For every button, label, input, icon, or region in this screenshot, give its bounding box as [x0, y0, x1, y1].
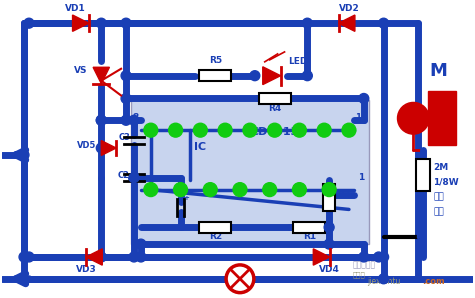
Circle shape [24, 252, 34, 262]
Polygon shape [86, 249, 102, 265]
Circle shape [173, 183, 188, 197]
Circle shape [359, 252, 369, 262]
Circle shape [322, 183, 336, 197]
Text: +: + [183, 195, 190, 201]
Circle shape [121, 94, 131, 103]
Bar [428, 91, 456, 145]
Circle shape [317, 123, 331, 137]
Circle shape [293, 123, 306, 137]
Circle shape [129, 252, 139, 262]
Polygon shape [93, 67, 109, 84]
Circle shape [144, 123, 158, 137]
Circle shape [243, 123, 257, 137]
Text: VD2: VD2 [339, 4, 359, 13]
Circle shape [129, 115, 139, 125]
Text: R2: R2 [209, 232, 222, 241]
Circle shape [129, 173, 139, 183]
Circle shape [359, 94, 369, 103]
Circle shape [96, 115, 106, 125]
Polygon shape [73, 15, 89, 31]
Text: C2: C2 [118, 171, 130, 180]
Circle shape [379, 18, 389, 28]
Circle shape [342, 123, 356, 137]
Circle shape [324, 239, 334, 249]
Circle shape [379, 252, 389, 262]
Circle shape [136, 239, 146, 249]
Text: .com: .com [422, 277, 445, 286]
Text: 用子发烧友: 用子发烧友 [352, 260, 375, 269]
Circle shape [324, 222, 334, 232]
Circle shape [233, 183, 247, 197]
Text: VD1: VD1 [65, 4, 86, 13]
Circle shape [19, 150, 29, 160]
Text: CD4013: CD4013 [250, 127, 299, 137]
Text: 电阻: 电阻 [433, 207, 444, 216]
Text: R1: R1 [303, 232, 316, 241]
Circle shape [379, 274, 389, 284]
Circle shape [193, 123, 207, 137]
Text: M: M [429, 62, 447, 80]
Bar [294, 222, 325, 233]
Circle shape [121, 71, 131, 81]
Circle shape [263, 183, 276, 197]
Bar [416, 159, 430, 191]
Text: 2M: 2M [433, 163, 448, 172]
Circle shape [226, 265, 254, 293]
Text: 1/8W: 1/8W [433, 178, 459, 187]
Text: IC: IC [194, 142, 207, 152]
Text: VD4: VD4 [319, 265, 340, 274]
Text: 安全: 安全 [433, 193, 444, 201]
Circle shape [144, 183, 158, 197]
Bar [259, 93, 291, 104]
Text: 14: 14 [355, 113, 367, 122]
Circle shape [250, 71, 260, 81]
Circle shape [303, 18, 312, 28]
Circle shape [19, 252, 29, 262]
Bar [323, 184, 335, 211]
Circle shape [169, 123, 182, 137]
Circle shape [303, 71, 312, 81]
Text: C3: C3 [118, 133, 130, 142]
Bar [200, 70, 231, 81]
Text: VD3: VD3 [76, 265, 97, 274]
Text: R5: R5 [209, 56, 222, 65]
Circle shape [293, 183, 306, 197]
Polygon shape [339, 15, 355, 31]
Circle shape [268, 123, 282, 137]
Circle shape [121, 18, 131, 28]
Text: VD5: VD5 [77, 141, 96, 150]
Polygon shape [314, 249, 330, 265]
Polygon shape [263, 67, 281, 85]
Circle shape [374, 252, 384, 262]
Circle shape [96, 18, 106, 28]
Text: 1: 1 [358, 173, 364, 182]
Text: R4: R4 [268, 104, 281, 113]
Circle shape [96, 252, 106, 262]
Text: 电路图: 电路图 [352, 272, 365, 278]
Polygon shape [101, 141, 116, 156]
Text: C1: C1 [174, 187, 187, 197]
Circle shape [96, 143, 106, 153]
Circle shape [96, 115, 106, 125]
Circle shape [218, 123, 232, 137]
Bar [131, 100, 369, 244]
Text: 8: 8 [133, 113, 139, 122]
Circle shape [24, 18, 34, 28]
Bar [200, 222, 231, 233]
Text: LED: LED [288, 57, 308, 66]
Circle shape [136, 252, 146, 262]
Circle shape [398, 103, 429, 134]
Circle shape [121, 115, 131, 125]
Text: R3: R3 [337, 190, 350, 200]
Text: 7: 7 [133, 173, 139, 182]
Circle shape [203, 183, 217, 197]
Text: VS: VS [74, 66, 87, 75]
Text: jiexiantu: jiexiantu [367, 277, 400, 286]
